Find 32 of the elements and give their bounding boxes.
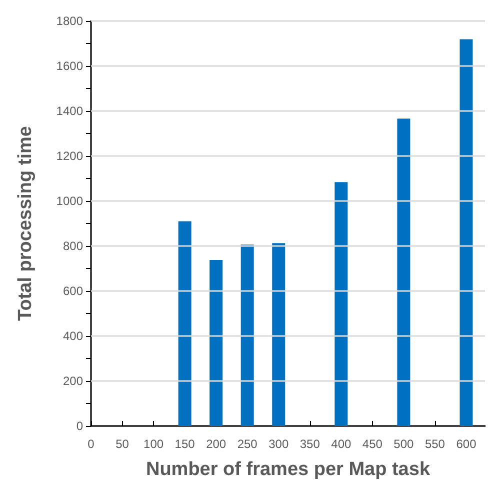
y-tick-label: 200 (62, 374, 84, 388)
x-tick-label: 350 (300, 437, 320, 451)
x-tick-label: 150 (174, 437, 196, 451)
bar (178, 221, 192, 426)
y-axis-title: Total processing time (15, 126, 36, 321)
x-tick-label: 500 (394, 437, 414, 451)
y-tick-label: 1000 (56, 194, 84, 208)
x-tick-label: 250 (237, 437, 258, 451)
y-tick-label: 1600 (56, 59, 84, 73)
y-tick-label: 0 (76, 419, 84, 433)
bar (240, 244, 254, 426)
x-tick-label: 0 (88, 437, 95, 451)
y-tick-label: 400 (62, 329, 84, 343)
y-tick-label: 800 (62, 239, 84, 253)
x-tick-label: 300 (268, 437, 289, 451)
y-tick-label: 1800 (56, 14, 84, 28)
bar (334, 182, 348, 426)
bar (210, 260, 223, 426)
x-tick-label: 50 (116, 437, 130, 451)
y-tick-label: 600 (62, 284, 84, 298)
bar (397, 118, 410, 426)
x-tick-label: 450 (362, 437, 383, 451)
bar (460, 39, 473, 426)
y-tick-label: 1200 (56, 149, 84, 163)
x-tick-label: 550 (424, 437, 446, 451)
x-tick-label: 600 (456, 437, 477, 451)
x-axis-title: Number of frames per Map task (146, 459, 430, 480)
x-tick-label: 100 (144, 437, 164, 451)
y-tick-label: 1400 (56, 104, 84, 118)
bar (272, 243, 286, 426)
x-tick-label: 200 (206, 437, 226, 451)
x-tick-label: 400 (331, 437, 352, 451)
